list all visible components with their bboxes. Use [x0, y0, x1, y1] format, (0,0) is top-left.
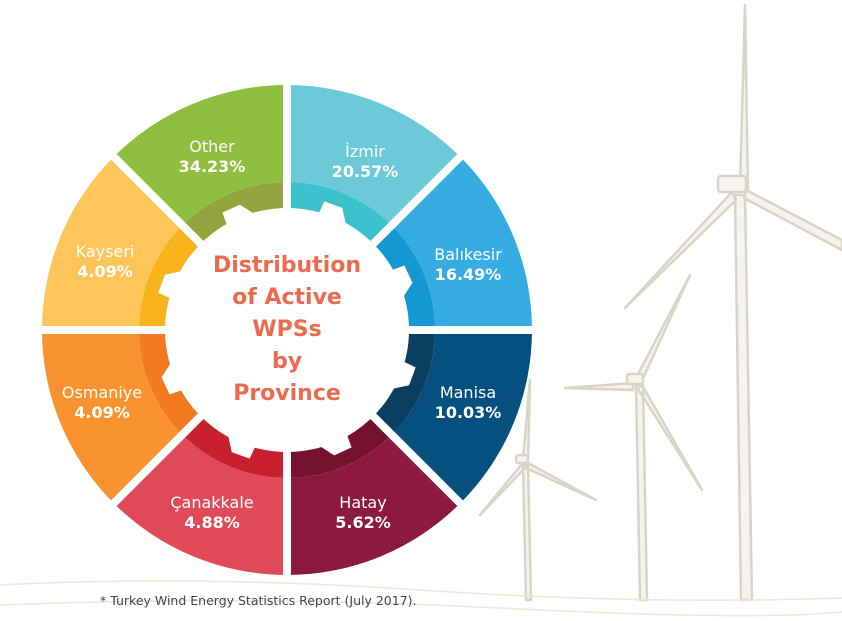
slice-name: Balıkesir — [434, 245, 502, 264]
gear-tooth — [227, 433, 257, 459]
segment-divider — [107, 150, 208, 251]
slice-name: Çanakkale — [170, 493, 254, 512]
title-line: Distribution — [212, 253, 362, 278]
segment-divider — [107, 409, 208, 510]
gear-tooth — [390, 360, 416, 390]
gear-tooth — [161, 360, 184, 395]
slice-value: 34.23% — [178, 157, 246, 176]
center-circle — [165, 208, 409, 452]
slice-name: Hatay — [339, 493, 387, 512]
slice-label: Other 34.23% — [179, 137, 246, 177]
slice-label: İzmir 20.57% — [332, 142, 399, 182]
slice-7 — [113, 85, 287, 226]
slice-name: Kayseri — [75, 242, 135, 261]
slice-label: Kayseri 4.09% — [76, 242, 135, 282]
slice-value: 4.88% — [184, 513, 240, 532]
slice-label: Çanakkale 4.88% — [170, 493, 253, 533]
slice-3 — [287, 434, 461, 575]
gear-tooth — [390, 265, 413, 300]
slice-name: Osmaniye — [61, 383, 143, 402]
slice-name: Manisa — [439, 383, 497, 402]
chart-title: Distribution of Active WPSs by Province — [177, 250, 397, 410]
turbine-small — [478, 378, 598, 602]
slice-value: 5.62% — [335, 513, 391, 532]
slice-value: 4.09% — [77, 262, 133, 281]
slice-value: 16.49% — [434, 265, 502, 284]
segment-divider — [366, 409, 467, 510]
title-line: by — [271, 349, 303, 374]
gear-tooth — [317, 433, 352, 456]
slice-4 — [113, 434, 287, 575]
gear-tooth — [222, 204, 257, 227]
slice-value: 20.57% — [331, 162, 399, 181]
slice-name: İzmir — [345, 142, 385, 161]
slice-5 — [42, 330, 183, 504]
slice-2 — [391, 330, 532, 504]
gear-tooth — [158, 270, 184, 300]
title-line: WPSs — [252, 317, 322, 342]
slice-label: Osmaniye 4.09% — [62, 383, 142, 423]
slice-value: 10.03% — [434, 403, 502, 422]
slice-6 — [42, 156, 183, 330]
slice-0 — [287, 85, 461, 226]
slice-label: Balıkesir 16.49% — [434, 245, 502, 285]
slice-label: Hatay 5.62% — [335, 493, 391, 533]
slice-1 — [391, 156, 532, 330]
gear-tooth — [317, 201, 347, 227]
segment-divider — [366, 150, 467, 251]
slice-value: 4.09% — [74, 403, 130, 422]
title-line: Province — [233, 381, 341, 406]
title-line: of Active — [232, 285, 342, 310]
slice-name: Other — [189, 137, 235, 156]
slice-label: Manisa 10.03% — [435, 383, 502, 423]
footnote: * Turkey Wind Energy Statistics Report (… — [100, 593, 417, 608]
